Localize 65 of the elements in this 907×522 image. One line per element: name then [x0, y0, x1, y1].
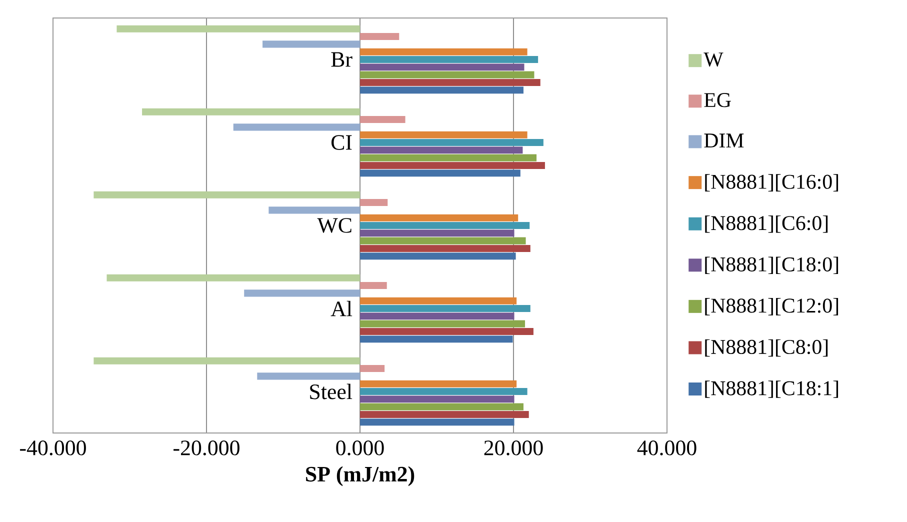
bar: [360, 304, 530, 312]
bar: [360, 33, 400, 40]
bar: [360, 230, 514, 237]
bar: [94, 191, 360, 198]
bar: [360, 64, 524, 71]
bar: [360, 336, 513, 343]
x-tick-label: 0.000: [336, 440, 384, 456]
legend-label: [N8881][C16:0]: [705, 174, 838, 192]
legend-label: W: [704, 52, 724, 67]
bar: [360, 297, 517, 304]
x-tick-label: 20.000: [484, 440, 543, 456]
bar: [360, 328, 534, 335]
bar: [244, 290, 360, 297]
y-tick-label: CI: [331, 135, 352, 150]
bar: [233, 124, 360, 131]
y-tick-label: WC: [317, 218, 352, 233]
x-axis-title: SP (mJ/m2): [306, 466, 414, 486]
x-tick-label: 40.000: [637, 440, 696, 456]
bar: [116, 25, 360, 32]
bar: [360, 282, 387, 290]
bar: [360, 116, 406, 124]
bar: [360, 71, 534, 78]
y-tick-label: Br: [331, 52, 352, 67]
bar: [268, 206, 360, 214]
bar: [360, 162, 545, 169]
legend-label: [N8881][C12:0]: [705, 298, 838, 316]
bar: [360, 396, 514, 403]
bar: [262, 40, 360, 48]
legend-label: EG: [704, 93, 731, 108]
bar: [94, 357, 360, 364]
legend-label: DIM: [704, 134, 744, 148]
bar: [360, 78, 540, 86]
bar: [360, 418, 514, 426]
legend-label: [N8881][C8:0]: [705, 339, 828, 357]
bar: [360, 388, 528, 396]
bar: [360, 154, 537, 162]
bar: [360, 312, 514, 320]
bar: [360, 222, 530, 230]
bar: [360, 320, 526, 328]
bar: [360, 244, 530, 252]
bar: [360, 199, 388, 206]
x-tick-label: -20.000: [174, 440, 240, 456]
y-tick-label: Al: [330, 300, 352, 316]
bar: [142, 108, 360, 116]
bar: [360, 48, 528, 56]
bar: [360, 138, 544, 146]
bar: [360, 365, 385, 372]
bar: [360, 86, 524, 94]
bar: [360, 214, 518, 222]
bar: [360, 146, 523, 154]
bar: [360, 403, 524, 410]
legend-label: [N8881][C18:1]: [705, 380, 838, 398]
bar: [360, 131, 528, 138]
bar: [360, 170, 520, 177]
y-tick-label: Steel: [310, 384, 352, 400]
bar: [360, 252, 516, 260]
bar: [257, 372, 360, 380]
bar: [360, 237, 526, 244]
legend-label: [N8881][C6:0]: [705, 215, 828, 233]
bar: [360, 380, 517, 388]
x-tick-label: -40.000: [20, 440, 86, 456]
legend-label: [N8881][C18:0]: [705, 256, 838, 274]
bar: [360, 410, 529, 418]
bar: [360, 56, 538, 64]
bar: [106, 274, 360, 282]
